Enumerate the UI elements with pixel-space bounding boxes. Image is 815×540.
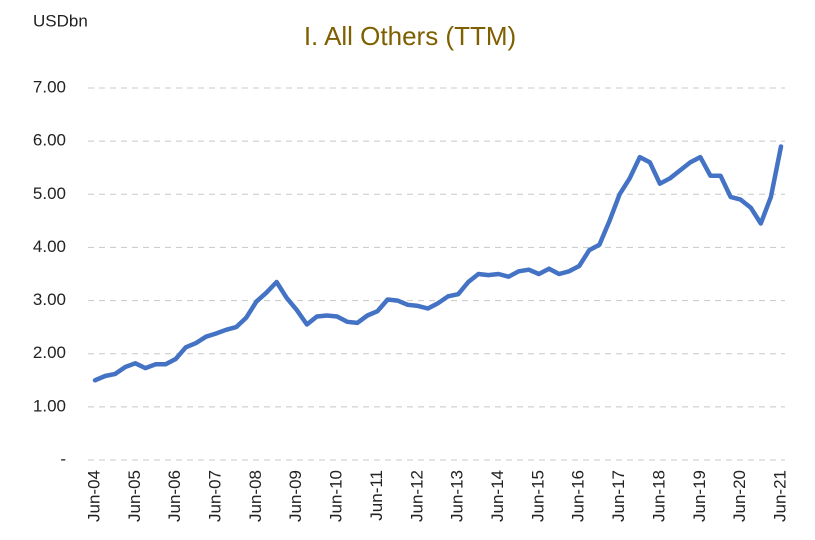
x-tick-label: Jun-05 [125, 470, 144, 522]
x-tick-label: Jun-13 [448, 470, 467, 522]
y-tick-label: 2.00 [33, 343, 66, 362]
x-tick-label: Jun-12 [407, 470, 426, 522]
x-tick-label: Jun-07 [206, 470, 225, 522]
y-tick-label: 6.00 [33, 131, 66, 150]
x-tick-label: Jun-08 [246, 470, 265, 522]
x-tick-label: Jun-21 [770, 470, 789, 522]
y-tick-label: 3.00 [33, 290, 66, 309]
x-tick-label: Jun-14 [488, 470, 507, 522]
x-tick-label: Jun-20 [730, 470, 749, 522]
x-tick-label: Jun-10 [327, 470, 346, 522]
x-tick-label: Jun-16 [569, 470, 588, 522]
line-series [92, 144, 784, 383]
y-tick-label: - [60, 449, 66, 468]
y-tick-label: 1.00 [33, 396, 66, 415]
x-tick-label: Jun-15 [528, 470, 547, 522]
x-tick-label: Jun-06 [165, 470, 184, 522]
x-tick-label: Jun-18 [649, 470, 668, 522]
x-tick-label: Jun-09 [286, 470, 305, 522]
y-tick-label: 7.00 [33, 77, 66, 96]
x-tick-label: Jun-19 [690, 470, 709, 522]
y-tick-label: 5.00 [33, 184, 66, 203]
x-tick-label: Jun-04 [84, 470, 103, 522]
y-tick-label: 4.00 [33, 237, 66, 256]
x-tick-label: Jun-17 [609, 470, 628, 522]
y-axis-label: USDbn [33, 11, 88, 30]
x-tick-label: Jun-11 [367, 470, 386, 521]
chart-title: I. All Others (TTM) [304, 21, 516, 51]
